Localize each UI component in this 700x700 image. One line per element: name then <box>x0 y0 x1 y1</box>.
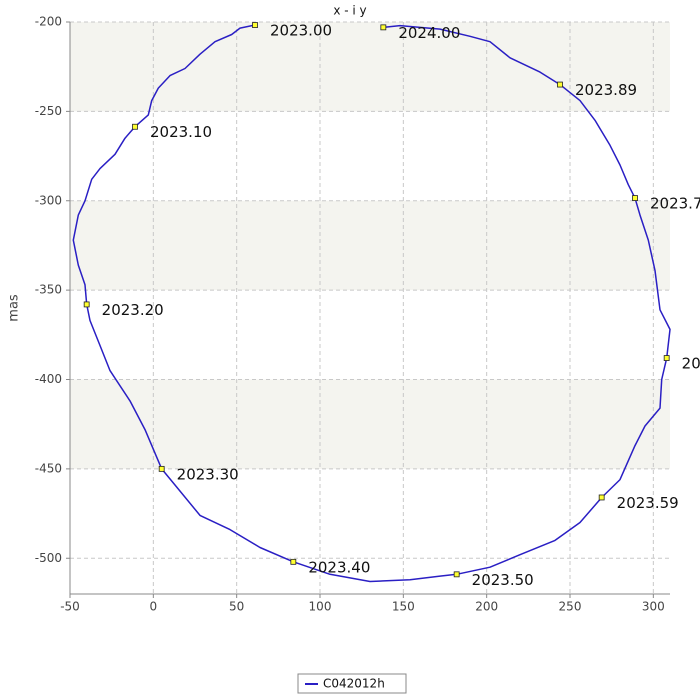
epoch-marker <box>158 465 165 472</box>
series-line <box>72 24 671 583</box>
epoch-label: 2023.40 <box>308 558 370 576</box>
epoch-label: 2023.50 <box>472 571 534 589</box>
x-tick-label: 150 <box>392 600 415 614</box>
epoch-label: 2023.20 <box>102 301 164 319</box>
grid <box>66 21 670 598</box>
chart-title: x - i y <box>333 4 366 18</box>
x-tick-label: 50 <box>229 600 244 614</box>
epoch-label: 2023.69 <box>682 355 700 373</box>
epoch-marker <box>83 301 90 308</box>
epoch-label: 2023.10 <box>150 123 212 141</box>
epoch-marker <box>557 81 563 88</box>
epoch-label: 2024.00 <box>398 24 460 42</box>
plot: 2023.00 2023.10 2023.20 2023.30 2023.40 2023.… <box>72 22 700 589</box>
epoch-label: 2023.00 <box>270 22 332 40</box>
x-tick-label: 300 <box>642 600 665 614</box>
band <box>70 200 670 291</box>
y-tick-label: -200 <box>35 15 62 29</box>
epoch-marker <box>598 494 605 501</box>
epoch-marker <box>380 24 387 31</box>
x-tick-label: 100 <box>309 600 332 614</box>
band <box>70 379 670 469</box>
y-tick-label: -500 <box>35 551 62 565</box>
epoch-marker <box>132 123 138 130</box>
epoch-marker <box>252 22 258 28</box>
y-axis-label: mas <box>7 294 22 322</box>
epoch-label: 2023.89 <box>575 81 637 99</box>
epoch-marker <box>290 558 297 565</box>
epoch-marker <box>453 571 460 578</box>
y-tick-label: -350 <box>35 283 62 297</box>
x-tick-label: 0 <box>150 600 158 614</box>
legend: C042012h <box>297 673 407 694</box>
epoch-label: 2023.30 <box>177 465 239 483</box>
x-tick-label: 250 <box>559 600 582 614</box>
y-tick-label: -250 <box>35 104 62 118</box>
x-tick-label: -50 <box>60 600 80 614</box>
epoch-label: 2023.59 <box>617 494 679 512</box>
legend-box <box>297 673 407 694</box>
epoch-label: 2023.79 <box>650 195 700 213</box>
y-tick-label: -400 <box>35 372 62 386</box>
x-tick-label: 200 <box>475 600 498 614</box>
epoch-marker <box>632 195 638 201</box>
epoch-marker <box>663 355 670 361</box>
legend-label: C042012h <box>323 677 385 691</box>
y-tick-label: -450 <box>35 461 62 475</box>
y-tick-label: -300 <box>35 193 62 207</box>
